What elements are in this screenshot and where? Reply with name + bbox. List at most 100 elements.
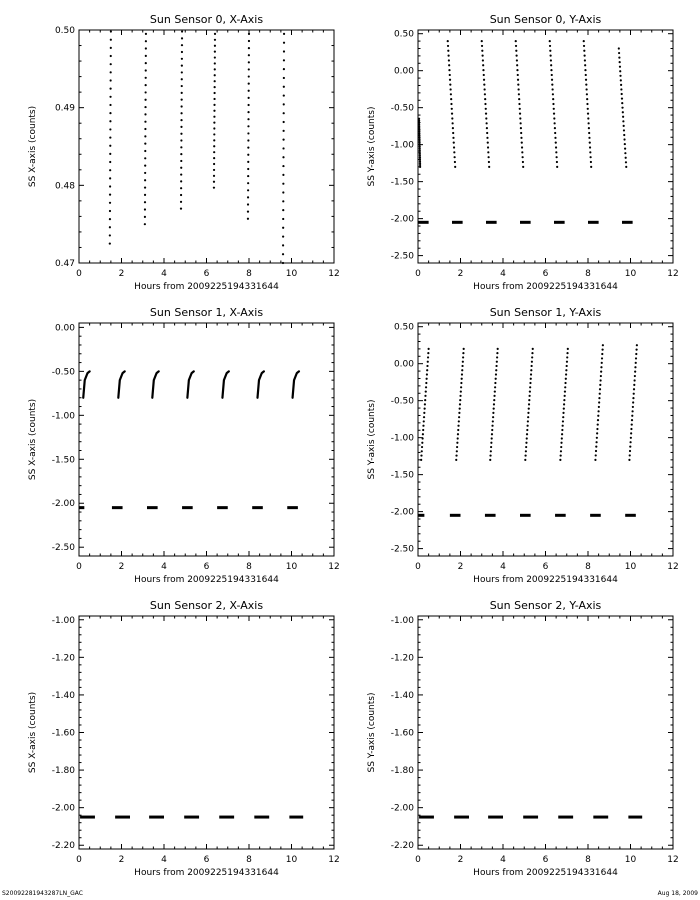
data-point [595, 441, 598, 444]
data-point [179, 193, 183, 197]
data-point [635, 352, 638, 356]
y-tick-label: -2.00 [391, 508, 415, 518]
data-point [180, 44, 184, 47]
data-point [552, 107, 555, 110]
data-point [213, 62, 216, 65]
data-point [449, 88, 452, 91]
data-point [282, 32, 286, 35]
y-tick-label: -1.00 [52, 411, 76, 421]
data-point [247, 61, 250, 64]
data-point [180, 146, 183, 149]
data-point [524, 450, 527, 453]
data-point [282, 85, 285, 88]
data-point [247, 75, 250, 78]
data-point [590, 165, 593, 168]
x-tick-label: 8 [246, 855, 252, 865]
data-point [144, 113, 147, 116]
data-point [213, 109, 216, 112]
data-point [586, 107, 589, 110]
data-point [459, 398, 462, 402]
data-point [597, 405, 600, 409]
data-point [584, 64, 587, 67]
y-tick-label: -1.40 [52, 691, 76, 701]
data-point [144, 54, 147, 57]
data-point [587, 122, 590, 125]
data-point [521, 160, 525, 164]
data-point [247, 54, 250, 57]
data-point [552, 102, 555, 106]
data-point [601, 348, 604, 351]
data-point [520, 136, 523, 139]
data-point [418, 145, 421, 148]
data-point [632, 397, 635, 400]
y-tick-label: -2.00 [52, 804, 76, 814]
data-point [490, 433, 494, 436]
chart-title: Sun Sensor 2, X-Axis [150, 599, 263, 612]
data-point [491, 424, 494, 427]
y-tick-label: 0.50 [394, 323, 414, 333]
data-point [564, 381, 567, 385]
data-point [456, 445, 459, 449]
data-point [180, 112, 183, 115]
data-point [516, 73, 519, 77]
data-point [529, 373, 533, 376]
chart-title: Sun Sensor 0, Y-Axis [490, 13, 602, 26]
data-point [109, 128, 112, 131]
data-point [632, 388, 636, 391]
data-series-arc [151, 370, 160, 399]
x-tick-label: 0 [76, 562, 82, 572]
data-point [490, 441, 493, 444]
data-point [213, 74, 216, 77]
data-point [143, 193, 147, 196]
data-point [449, 83, 452, 86]
data-point [180, 84, 183, 88]
data-point [418, 139, 421, 143]
data-point [109, 95, 112, 98]
data-point [418, 162, 422, 165]
data-point [635, 344, 638, 347]
chart-panel-5: Sun Sensor 2, Y-Axis 0 2 4 6 8 10 12 -1.00 -1.20 -… [367, 599, 679, 878]
data-point [518, 112, 522, 115]
data-point [549, 49, 552, 52]
x-tick-label: 6 [543, 562, 549, 572]
data-point [487, 160, 491, 164]
data-point [629, 436, 632, 439]
data-series-arc [221, 370, 230, 399]
data-point [426, 360, 429, 363]
data-point [282, 217, 285, 221]
plot-frame [78, 322, 335, 557]
data-point [446, 39, 449, 43]
data-point [630, 423, 633, 426]
data-point [421, 437, 424, 440]
data-point [530, 364, 533, 368]
data-point [597, 414, 600, 417]
data-point [213, 86, 216, 89]
data-point [525, 441, 528, 444]
data-point [451, 122, 454, 125]
data-point [552, 112, 556, 115]
data-point [447, 54, 450, 57]
data-point [143, 201, 147, 204]
x-tick-label: 0 [415, 562, 421, 572]
x-tick-label: 6 [543, 855, 549, 865]
data-point [628, 458, 631, 461]
data-point [180, 173, 183, 176]
x-tick-label: 2 [119, 855, 125, 865]
y-tick-label: -1.50 [391, 471, 415, 481]
data-point [617, 47, 620, 50]
data-point [599, 374, 602, 378]
data-point [515, 54, 518, 57]
data-point [456, 441, 459, 444]
data-point [421, 441, 424, 444]
data-point [555, 151, 558, 154]
x-tick-label: 10 [286, 855, 298, 865]
data-point [518, 98, 521, 101]
y-tick-label: -1.00 [52, 616, 76, 626]
data-point [562, 403, 566, 406]
y-tick-label: 0.00 [394, 360, 414, 370]
data-point [484, 107, 487, 110]
data-point [518, 107, 521, 110]
data-point [566, 352, 569, 355]
data-point [180, 105, 183, 108]
